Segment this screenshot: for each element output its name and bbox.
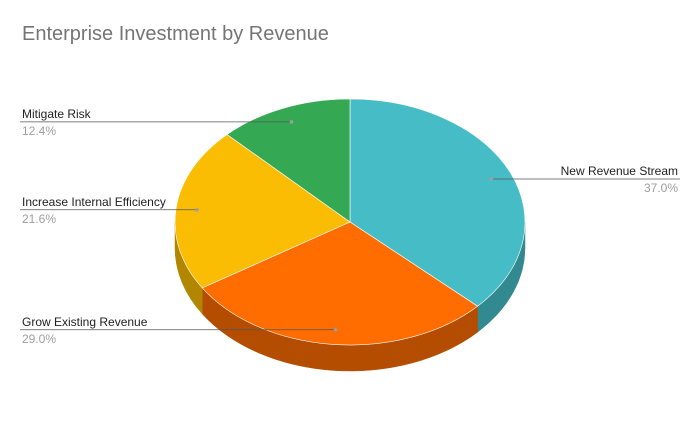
- slice-label-mitigate-risk: Mitigate Risk: [22, 107, 92, 121]
- pie-slices: [174, 98, 526, 346]
- leader-lines: [20, 120, 680, 332]
- slice-label-increase-internal-efficiency: Increase Internal Efficiency: [22, 195, 166, 209]
- chart-title: Enterprise Investment by Revenue: [22, 23, 329, 45]
- leader-dot-grow-existing-revenue: [333, 327, 338, 332]
- leader-dot-mitigate-risk: [289, 120, 294, 124]
- slice-labels: New Revenue Stream 37.0% Grow Existing Rev…: [22, 107, 678, 346]
- slice-value-increase-internal-efficiency: 21.6%: [22, 212, 56, 226]
- slice-value-grow-existing-revenue: 29.0%: [22, 332, 56, 346]
- slice-label-new-revenue-stream: New Revenue Stream: [561, 164, 678, 178]
- pie-slice-grow-existing-revenue[interactable]: [201, 221, 479, 346]
- slice-value-new-revenue-stream: 37.0%: [644, 181, 678, 195]
- leader-dot-increase-internal-efficiency: [195, 207, 199, 212]
- pie-slice-new-revenue-stream[interactable]: [349, 98, 526, 307]
- leader-dot-new-revenue-stream: [489, 177, 494, 181]
- pie-slice-mitigate-risk[interactable]: [226, 98, 351, 223]
- slice-label-grow-existing-revenue: Grow Existing Revenue: [22, 315, 148, 329]
- slice-value-mitigate-risk: 12.4%: [22, 124, 56, 138]
- pie-slice-increase-internal-efficiency[interactable]: [174, 134, 351, 289]
